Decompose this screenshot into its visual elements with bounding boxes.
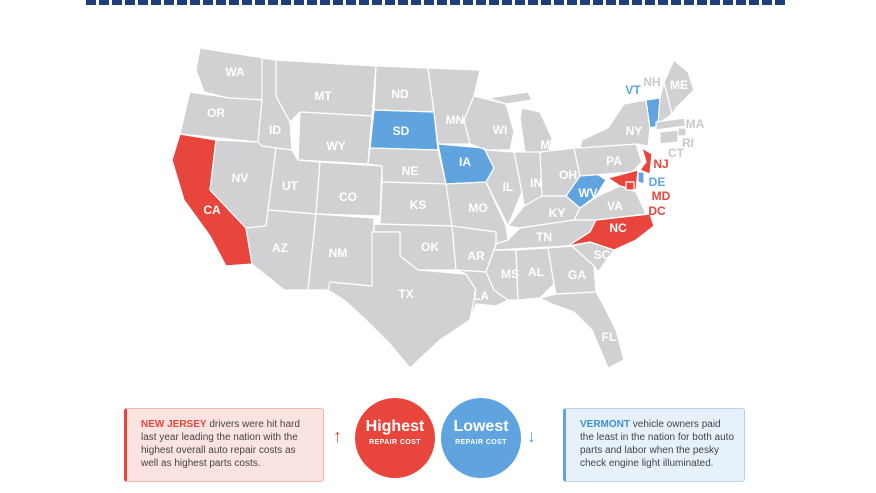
highest-repair-cost-badge: Highest REPAIR COST [355,398,435,478]
state-label-ga: GA [568,268,586,282]
state-label-id: ID [269,123,281,137]
highest-callout-text: drivers were hit hard last year leading … [141,419,300,469]
state-label-oh: OH [559,168,577,182]
state-co [315,161,383,217]
state-wi [463,95,515,151]
state-label-mo: MO [468,201,487,215]
lowest-callout-text: vehicle owners paid the least in the nat… [580,419,734,469]
state-label-fl: FL [602,330,617,344]
state-label-nj: NJ [653,157,668,171]
state-label-mt: MT [314,89,332,103]
highest-badge-subtitle: REPAIR COST [369,439,421,446]
state-label-ri: RI [682,136,694,150]
state-label-wi: WI [493,123,508,137]
state-fl [539,291,625,369]
state-label-ky: KY [549,206,566,220]
state-ct [659,129,679,145]
state-label-ok: OK [421,240,439,254]
state-label-nc: NC [609,221,627,235]
state-label-de: DE [649,175,666,189]
state-label-tx: TX [398,287,413,301]
state-label-ca: CA [203,203,221,217]
arrow-down-icon: ↓ [527,426,536,446]
state-de [637,171,645,185]
state-label-or: OR [207,106,225,120]
state-label-co: CO [339,190,357,204]
state-dc [625,181,635,191]
state-al [515,247,555,301]
state-label-nh: NH [643,75,660,89]
state-label-al: AL [528,265,544,279]
state-tx [327,231,477,369]
state-label-az: AZ [272,241,288,255]
highest-badge-title: Highest [365,418,425,435]
state-wy [297,111,373,165]
state-label-wa: WA [225,65,245,79]
state-label-sd: SD [393,124,410,138]
state-label-ia: IA [459,155,471,169]
state-label-wv: WV [578,186,597,200]
state-label-dc: DC [648,204,666,218]
state-label-mi: MI [540,138,553,152]
highest-callout-lead: NEW JERSEY [141,419,207,430]
state-label-ct: CT [668,146,685,160]
highest-callout: NEW JERSEY drivers were hit hard last ye… [124,408,324,482]
state-label-nv: NV [232,171,249,185]
state-label-me: ME [670,78,688,92]
state-label-ut: UT [282,179,299,193]
state-label-ks: KS [410,198,427,212]
state-label-ar: AR [467,249,485,263]
state-me [663,59,695,115]
lowest-repair-cost-badge: Lowest REPAIR COST [441,398,521,478]
state-nc [567,213,655,251]
arrow-up-icon: ↑ [333,426,342,446]
state-label-ma: MA [686,117,705,131]
state-label-mn: MN [446,113,465,127]
state-label-ne: NE [402,164,419,178]
state-label-pa: PA [606,154,622,168]
state-ma [655,117,687,131]
lowest-callout-lead: VERMONT [580,419,630,430]
state-label-sc: SC [594,248,611,262]
state-label-va: VA [607,199,623,213]
header-divider [86,0,788,5]
state-nj [639,147,653,175]
state-label-nd: ND [391,87,409,101]
state-label-md: MD [652,189,671,203]
state-label-vt: VT [625,83,641,97]
lowest-badge-subtitle: REPAIR COST [455,439,507,446]
state-label-nm: NM [329,246,348,260]
state-label-wy: WY [326,139,345,153]
state-label-la: LA [473,289,489,303]
state-label-in: IN [530,176,542,190]
state-label-ms: MS [501,267,519,281]
state-label-tn: TN [536,230,552,244]
lowest-callout: VERMONT vehicle owners paid the least in… [563,408,745,482]
state-label-ny: NY [626,124,643,138]
state-label-il: IL [503,180,514,194]
lowest-badge-title: Lowest [453,418,509,435]
